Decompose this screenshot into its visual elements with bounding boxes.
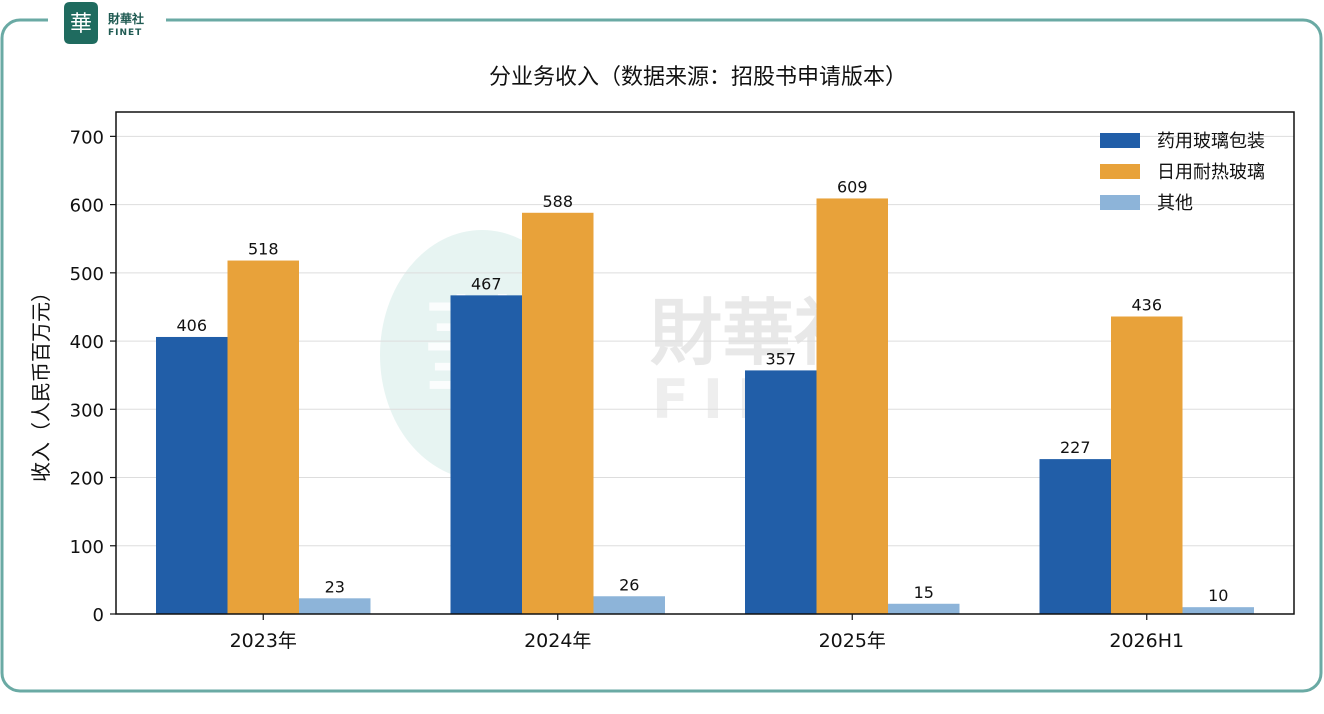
- bar: [522, 212, 594, 615]
- bar-value-label: 10: [1208, 586, 1228, 605]
- bar: [299, 598, 371, 614]
- chart-title: 分业务收入（数据来源：招股书申请版本）: [489, 65, 907, 90]
- bar: [593, 596, 665, 614]
- x-tick-label: 2025年: [819, 630, 886, 652]
- bar-value-label: 467: [471, 274, 502, 293]
- bar-value-label: 357: [765, 349, 796, 368]
- legend-swatch: [1100, 195, 1140, 210]
- y-tick-label: 100: [70, 537, 104, 558]
- logo-name-cn: 財華社: [107, 11, 144, 26]
- legend-swatch: [1100, 164, 1140, 179]
- bar: [745, 370, 817, 614]
- bar-value-label: 588: [542, 192, 573, 211]
- legend-label: 其他: [1157, 193, 1193, 214]
- y-tick-label: 300: [70, 400, 104, 421]
- bar-value-label: 26: [619, 575, 639, 594]
- bar: [156, 336, 228, 614]
- x-tick-label: 2026H1: [1109, 630, 1184, 652]
- card-border: [0, 18, 1323, 693]
- y-tick-label: 500: [70, 264, 104, 285]
- y-tick-label: 700: [70, 127, 104, 148]
- x-tick-label: 2024年: [524, 630, 591, 652]
- legend-label: 日用耐热玻璃: [1157, 162, 1265, 183]
- bars: [156, 198, 1254, 615]
- bar-value-label: 23: [325, 577, 345, 596]
- bar: [227, 260, 299, 614]
- bar-value-label: 15: [914, 583, 934, 602]
- y-axis-ticks: 0 100 200 300 400 500 600 700: [70, 127, 116, 626]
- logo-glyph: 華: [70, 12, 92, 37]
- y-tick-label: 0: [93, 605, 104, 626]
- bar-value-label: 609: [837, 177, 868, 196]
- bar: [1039, 459, 1111, 614]
- bar-value-label: 436: [1131, 295, 1162, 314]
- data-labels: 406 518 23 467 588 26 357 609 15 227 436 10: [176, 177, 1228, 605]
- logo-badge: [64, 2, 98, 44]
- y-tick-label: 200: [70, 469, 104, 490]
- y-tick-label: 600: [70, 196, 104, 217]
- logo-name-en: FINET: [108, 28, 142, 38]
- legend-label: 药用玻璃包装: [1157, 131, 1265, 152]
- bar-value-label: 227: [1060, 438, 1091, 457]
- bar: [816, 198, 888, 615]
- finet-logo: 華 財華社 FINET: [64, 2, 144, 44]
- plot-frame: [115, 111, 1295, 615]
- bar: [1111, 316, 1183, 614]
- bar: [1182, 607, 1254, 614]
- legend-swatch: [1100, 133, 1140, 148]
- bar-value-label: 406: [176, 316, 207, 335]
- y-axis-label: 收入（人民币百万元）: [29, 282, 53, 482]
- bar: [450, 295, 522, 614]
- grid-lines: [116, 135, 1294, 547]
- bar: [888, 603, 960, 614]
- x-axis-ticks: 2023年 2024年 2025年 2026H1: [230, 614, 1184, 652]
- x-tick-label: 2023年: [230, 630, 297, 652]
- y-tick-label: 400: [70, 332, 104, 353]
- bar-value-label: 518: [248, 240, 279, 259]
